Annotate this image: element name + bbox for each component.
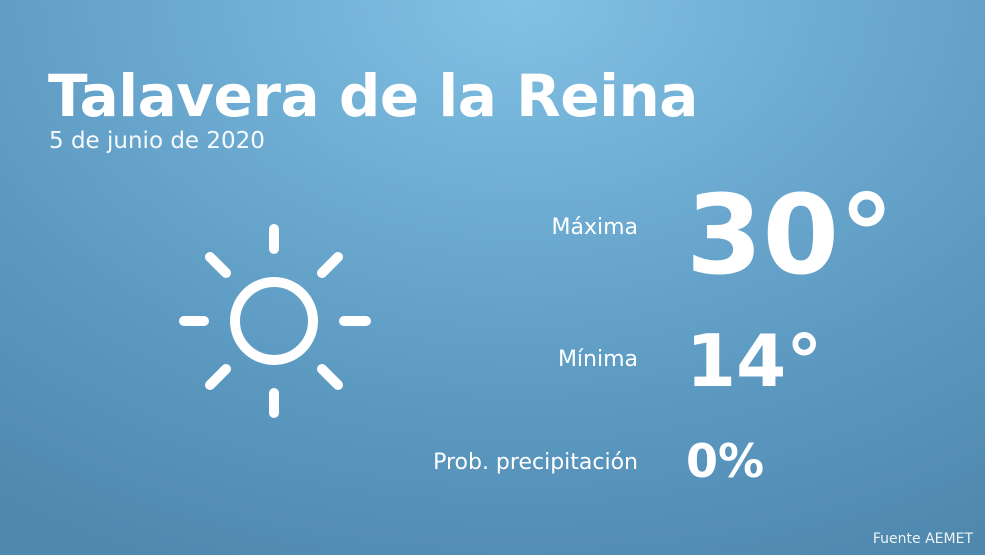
min-label: Mínima [557,347,638,372]
max-value: 30° [686,171,895,299]
precip-label: Prob. precipitación [433,450,638,475]
source-credit: Fuente AEMET [872,531,973,547]
max-label: Máxima [551,215,638,240]
sun-icon [179,224,371,418]
precip-value: 0% [686,434,765,488]
forecast-date: 5 de junio de 2020 [49,128,265,154]
city-title: Talavera de la Reina [48,62,698,130]
min-value: 14° [686,319,823,403]
